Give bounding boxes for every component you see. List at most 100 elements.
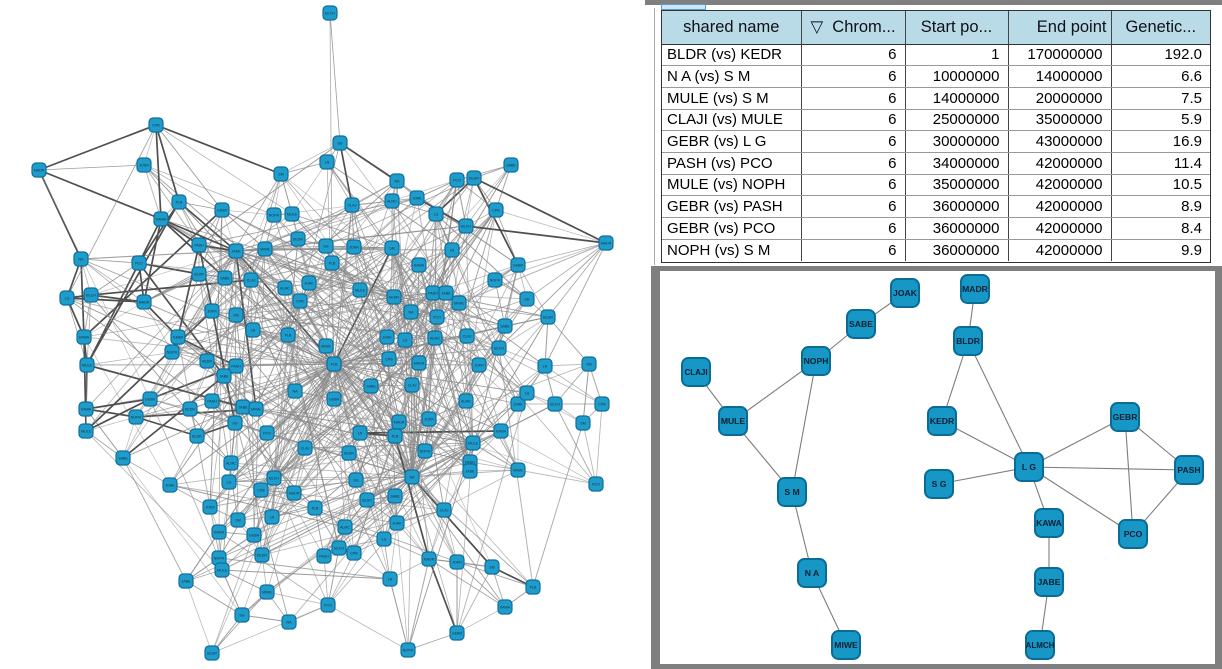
svg-text:CPB: CPB (152, 124, 160, 128)
svg-text:MULE: MULE (468, 442, 479, 446)
svg-text:CPB: CPB (598, 403, 606, 407)
svg-text:CPB: CPB (257, 489, 265, 493)
svg-text:SG: SG (232, 422, 237, 426)
svg-text:KAWA: KAWA (214, 531, 225, 535)
svg-text:SABE: SABE (849, 319, 873, 329)
svg-text:LG: LG (525, 392, 530, 396)
svg-text:NOPH: NOPH (490, 279, 501, 283)
svg-text:PCO: PCO (453, 179, 461, 183)
svg-text:PLB: PLB (329, 262, 336, 266)
svg-text:LN: LN (270, 516, 275, 520)
svg-text:SABE: SABE (366, 385, 376, 389)
svg-text:LG: LG (403, 339, 408, 343)
svg-text:CLAJI: CLAJI (684, 368, 707, 377)
svg-text:ALMCH: ALMCH (1026, 641, 1055, 650)
svg-text:MADR: MADR (414, 362, 425, 366)
svg-text:JOAK: JOAK (382, 336, 392, 340)
svg-text:CLAJ: CLAJ (463, 335, 472, 339)
svg-text:LN: LN (358, 432, 363, 436)
svg-text:LN: LN (450, 249, 455, 253)
svg-text:KEDR: KEDR (257, 554, 267, 558)
svg-text:ALMC: ALMC (461, 400, 471, 404)
svg-text:JOAK: JOAK (165, 484, 175, 488)
svg-text:ALMC: ALMC (280, 287, 290, 291)
svg-text:SG: SG (239, 614, 244, 618)
svg-text:NA: NA (79, 258, 85, 262)
svg-text:SM: SM (586, 363, 591, 367)
svg-text:BLDR: BLDR (194, 273, 204, 277)
svg-text:ALMC: ALMC (340, 526, 350, 530)
svg-text:JOAK: JOAK (412, 197, 422, 201)
svg-text:CPB: CPB (296, 300, 304, 304)
svg-text:PCO: PCO (263, 432, 271, 436)
svg-text:PLB: PLB (331, 363, 338, 367)
svg-text:NOPH: NOPH (167, 351, 178, 355)
svg-text:MADR: MADR (34, 169, 45, 173)
svg-text:BLDR: BLDR (543, 316, 553, 320)
svg-text:BLCH: BLCH (494, 347, 504, 351)
svg-text:CPB: CPB (492, 209, 500, 213)
svg-text:JABE: JABE (182, 580, 192, 584)
svg-text:BLCH: BLCH (269, 477, 279, 481)
svg-text:KAWA: KAWA (500, 606, 511, 610)
svg-text:JOKR: JOKR (349, 246, 359, 250)
svg-text:PLB: PLB (312, 507, 319, 511)
svg-text:BLCH: BLCH (550, 403, 560, 407)
svg-text:LG: LG (227, 481, 232, 485)
svg-text:JOKR: JOKR (452, 561, 462, 565)
svg-text:NA: NA (395, 180, 401, 184)
svg-text:CPB: CPB (385, 358, 393, 362)
svg-text:MADR: MADR (601, 242, 612, 246)
svg-text:MULE: MULE (81, 430, 92, 434)
svg-text:JABE: JABE (232, 250, 242, 254)
svg-text:PASH: PASH (465, 461, 475, 465)
svg-text:GEBR: GEBR (452, 632, 463, 636)
svg-text:PCO: PCO (592, 483, 600, 487)
svg-text:GEBR: GEBR (145, 398, 156, 402)
svg-text:NOPH: NOPH (420, 450, 431, 454)
svg-text:JOKR: JOKR (474, 364, 484, 368)
svg-text:KAWA: KAWA (1036, 518, 1062, 528)
svg-text:SM: SM (233, 314, 238, 318)
svg-text:NA: NA (293, 390, 299, 394)
svg-text:MADR: MADR (962, 284, 989, 294)
svg-text:S G: S G (932, 479, 947, 489)
svg-text:N A: N A (805, 568, 819, 578)
svg-text:LN: LN (251, 329, 256, 333)
svg-text:LN: LN (325, 161, 330, 165)
svg-text:PCO: PCO (324, 604, 332, 608)
svg-text:JABE: JABE (1038, 577, 1061, 587)
svg-text:BLDR: BLDR (362, 499, 372, 503)
svg-text:LN: LN (543, 365, 548, 369)
svg-text:L G: L G (1022, 462, 1036, 472)
svg-text:KEDR: KEDR (202, 360, 212, 364)
svg-text:NOPH: NOPH (214, 557, 225, 561)
svg-text:JABE: JABE (239, 406, 249, 410)
svg-text:JOKR: JOKR (424, 418, 434, 422)
svg-text:SM: SM (580, 422, 585, 426)
svg-text:NA: NA (410, 476, 416, 480)
svg-text:PASH: PASH (428, 292, 438, 296)
svg-text:BLCH: BLCH (86, 294, 96, 298)
svg-text:PLB: PLB (176, 201, 183, 205)
svg-text:SABE: SABE (118, 457, 128, 461)
svg-text:GEBR: GEBR (249, 534, 260, 538)
svg-text:MIWE: MIWE (321, 345, 331, 349)
svg-text:PASH: PASH (231, 365, 241, 369)
svg-text:PLB: PLB (392, 435, 399, 439)
svg-text:SM: SM (235, 519, 240, 523)
svg-text:KEDR: KEDR (930, 416, 955, 426)
svg-text:MIWE: MIWE (834, 640, 858, 650)
svg-text:SABE: SABE (220, 277, 230, 281)
svg-text:MADR: MADR (394, 421, 405, 425)
svg-text:LN: LN (388, 578, 393, 582)
svg-text:NOPH: NOPH (403, 649, 414, 653)
svg-text:MULE: MULE (721, 416, 746, 426)
svg-text:CLAJ: CLAJ (247, 279, 256, 283)
svg-text:MIWE: MIWE (260, 248, 270, 252)
svg-text:MADR: MADR (139, 301, 150, 305)
svg-text:BLDR: BLDR (469, 177, 479, 181)
svg-text:SG: SG (353, 479, 358, 483)
svg-text:LG: LG (382, 538, 387, 542)
svg-text:CLAJ: CLAJ (440, 509, 449, 513)
